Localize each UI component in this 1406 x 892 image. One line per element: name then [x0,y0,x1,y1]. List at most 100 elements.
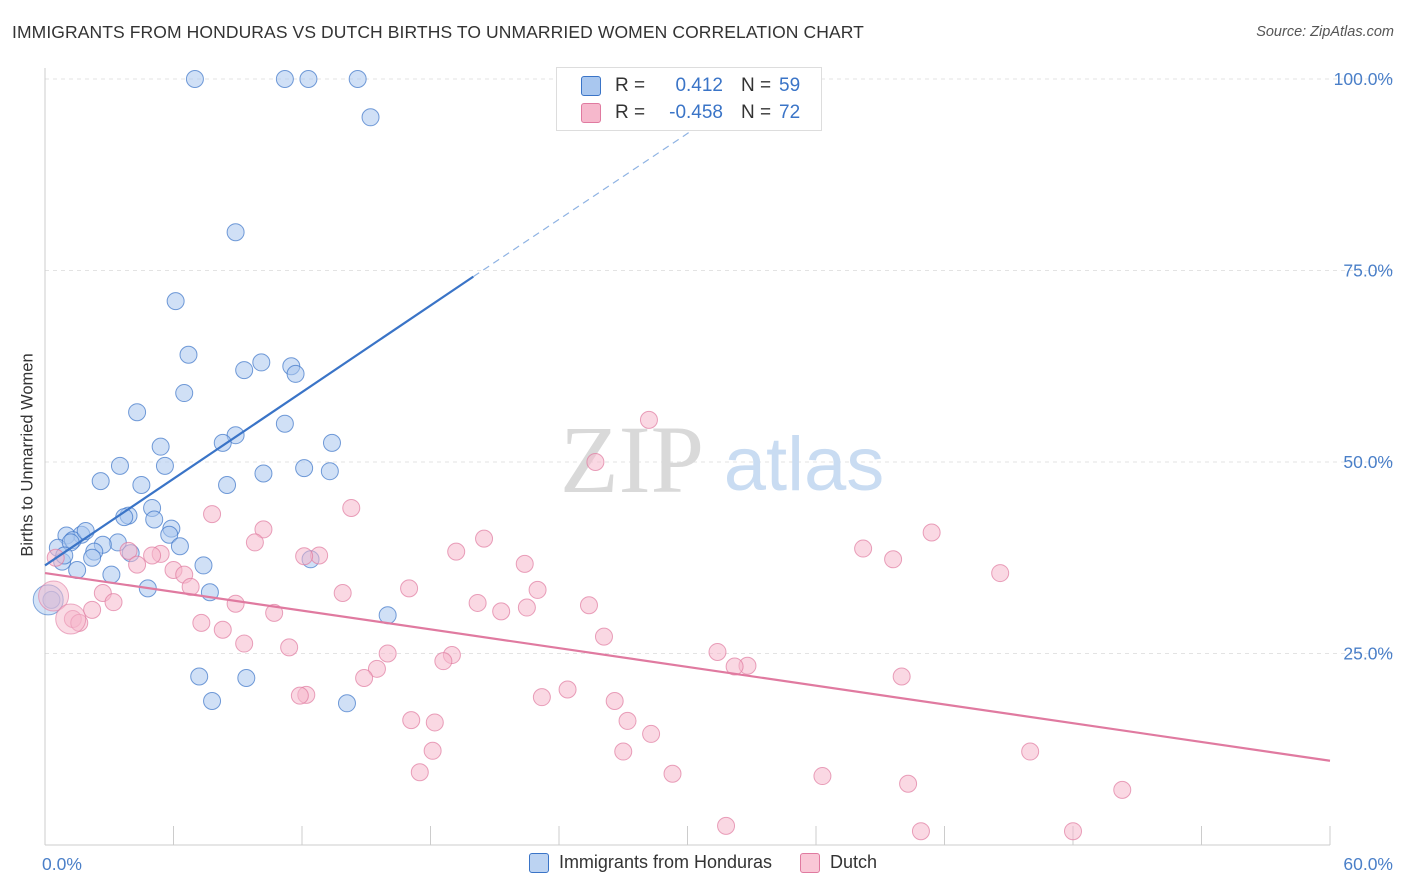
data-point-large [38,580,70,612]
data-point [237,669,256,688]
axes [44,68,1331,846]
data-point [295,459,314,478]
r-label: R = [615,102,646,123]
trend-line-dutch [44,571,1331,762]
data-point [192,613,211,632]
n-value: 59 [779,75,801,96]
data-point [179,345,198,364]
data-point [586,453,605,471]
data-point [102,565,121,584]
data-point [254,464,273,483]
series-legend: Immigrants from Honduras Dutch [0,852,1406,873]
data-point [708,642,727,661]
data-point [226,223,245,242]
data-point [342,498,361,517]
chart-title: IMMIGRANTS FROM HONDURAS VS DUTCH BIRTHS… [12,22,864,42]
data-point [348,70,367,88]
stats-legend: R = 0.412 N = 59 R = -0.458 N = 72 [556,67,822,131]
data-point [333,583,352,602]
data-point [892,667,911,686]
y-tick-label: 25.0% [1343,644,1393,664]
data-point [160,525,179,544]
data-point [1064,822,1082,841]
data-point [922,523,941,542]
data-point-large [55,603,87,635]
data-point [614,742,633,761]
data-point [447,542,466,561]
data-point [1021,742,1040,761]
data-point [83,548,102,567]
data-point [532,688,551,707]
data-point [618,711,637,730]
data-point [425,713,444,732]
legend-swatch-honduras [528,852,549,873]
data-point [663,764,682,783]
data-point [337,694,356,713]
y-tick-label: 100.0% [1334,69,1393,89]
data-point [475,529,494,548]
data-point [254,520,273,539]
n-value: 72 [779,102,801,123]
data-point [322,433,341,452]
data-point [642,724,661,743]
data-point [203,505,222,524]
x-tick-label: 60.0% [1343,854,1393,874]
stats-row-honduras: R = 0.412 N = 59 [581,73,800,99]
watermark-zip: ZIP [560,406,704,513]
data-point [299,70,318,88]
r-label: R = [615,75,646,96]
data-point [579,596,598,615]
data-point [213,620,232,639]
data-point [83,600,102,619]
data-point [235,361,254,380]
data-point [128,403,147,422]
data-point [899,774,918,793]
data-point [884,550,903,569]
y-tick-label: 75.0% [1343,261,1393,281]
data-point [361,108,380,127]
r-value: -0.458 [669,102,723,123]
data-point [104,593,123,612]
data-point [492,602,511,621]
data-point [286,364,305,383]
data-point [110,456,129,475]
data-point [367,659,386,678]
data-point [265,603,284,622]
data-point [423,741,442,760]
data-point [528,580,547,599]
data-point [170,537,189,556]
data-point [558,680,577,699]
data-point [213,433,232,452]
data-point [605,691,624,710]
trend-line-honduras [44,275,474,567]
data-point [290,686,309,705]
data-point [320,462,339,481]
legend-label-honduras: Immigrants from Honduras [558,852,773,872]
data-point [185,70,204,88]
data-point [400,579,419,598]
y-tick-label: 50.0% [1343,452,1393,472]
data-point [717,816,736,835]
data-point [410,763,429,782]
source-label: Source: ZipAtlas.com [1256,24,1394,40]
data-point [128,555,147,574]
data-point [132,475,151,494]
data-point [434,652,453,671]
legend-label-dutch: Dutch [830,852,878,872]
data-point [275,70,294,88]
data-point [1113,780,1132,799]
data-point [515,554,534,573]
data-point [813,767,832,786]
data-point [91,472,110,491]
tick-labels: 25.0% 50.0% 75.0% 100.0% 0.0% 60.0% [42,69,1393,874]
data-point [119,541,138,560]
data-point [155,456,174,475]
x-tick-label: 0.0% [42,854,82,874]
data-point [218,475,237,494]
data-point [226,594,245,613]
data-point [143,546,162,565]
data-point [378,644,397,663]
data-point [639,410,658,429]
data-point [310,546,329,565]
